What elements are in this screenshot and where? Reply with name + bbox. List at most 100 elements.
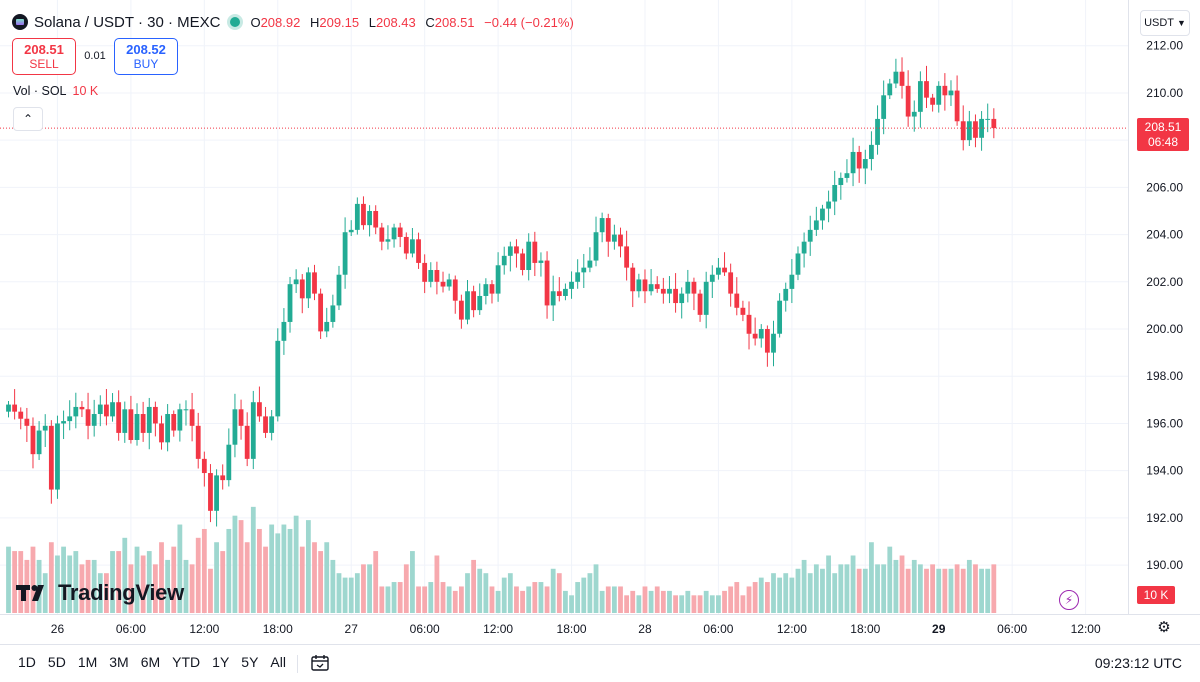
volume-bar [281,524,287,613]
volume-bar [660,590,666,613]
price-axis-label: 200.00 [1146,322,1183,336]
gear-icon[interactable]: ⚙ [1157,619,1171,636]
candle-body [238,409,244,426]
candle-body [354,203,360,230]
volume-bar [893,559,899,613]
sell-label: SELL [29,56,59,71]
candle-body [342,232,348,275]
candle-body [752,333,758,339]
candle-body [220,475,226,481]
candle-body [416,239,421,263]
range-ytd[interactable]: YTD [172,654,201,670]
range-3m[interactable]: 3M [109,654,129,670]
volume-bar [91,559,97,613]
buy-button[interactable]: 208.52 BUY [114,38,178,75]
volume-bar [924,568,929,613]
candle-body [244,425,250,459]
range-6m[interactable]: 6M [140,654,161,670]
volume-bar [758,577,764,613]
calendar-range-icon[interactable] [310,653,330,673]
volume-bar [104,573,109,613]
volume-bar [569,595,574,613]
volume-bar [299,546,305,613]
candle-body [881,95,887,119]
candle-body [385,239,391,242]
volume-bar [917,564,923,613]
chevron-down-icon: ▼ [1177,18,1186,28]
volume-bar [807,573,813,613]
range-5y[interactable]: 5Y [241,654,259,670]
price-axis-label: 192.00 [1146,511,1183,525]
range-1d[interactable]: 1D [18,654,36,670]
candle-body [318,293,324,332]
volume-bar [324,542,330,613]
candle-body [36,430,42,455]
volume-bar [471,559,477,613]
time-axis-label: 18:00 [850,622,880,636]
volume-bar [550,568,556,613]
volume-bar [599,590,605,613]
candle-body [520,253,525,271]
tradingview-logo-icon [16,585,44,601]
symbol-title[interactable]: Solana / USDT · 30 · MEXC [34,13,221,31]
candle-body [501,255,507,266]
utc-clock: 09:23:12 UTC [1094,655,1182,671]
volume-bar [820,568,825,613]
candle-body [844,173,850,178]
range-1m[interactable]: 1M [77,654,98,670]
candle-body [312,272,317,294]
volume-bar [495,590,501,613]
lightning-icon[interactable]: ⚡ [1059,590,1079,610]
candle-body [403,236,409,254]
volume-bar [30,546,36,613]
tradingview-wordmark: TradingView [58,580,184,605]
candle-body [79,406,85,410]
volume-bar [250,506,256,613]
volume-bar [581,577,587,613]
candle-body [324,321,330,332]
candle-body [924,81,929,98]
volume-bar [452,590,458,613]
candle-body [783,288,789,301]
volume-bar [526,586,532,613]
currency-selector[interactable]: USDT ▼ [1140,10,1190,36]
volume-bar [177,524,183,613]
candle-body [838,177,844,186]
candle-body [55,423,60,490]
candle-body [862,159,868,169]
candle-body [440,281,446,287]
price-chart[interactable]: 190.00 192.00 194.00 196.00 198.00 200.00 202.… [0,0,1200,644]
volume-bar [844,564,850,613]
volume-bar [73,551,79,613]
volume-bar [195,537,201,613]
candle-body [691,281,697,294]
candle-body [526,241,532,271]
candle-body [12,404,18,412]
candle-body [122,409,128,433]
volume-bar [697,595,703,613]
candle-body [165,414,171,443]
volume-bar [293,515,299,613]
volume-bar [709,595,715,613]
candle-body [954,90,960,122]
volume-bar [783,573,789,613]
sell-button[interactable]: 208.51 SELL [12,38,76,75]
candle-body [648,284,654,292]
candle-body [973,121,978,138]
volume-bar [465,573,470,613]
range-1y[interactable]: 1Y [212,654,230,670]
volume-bar [336,573,342,613]
volume-bar [722,590,727,613]
volume-bar [538,582,544,613]
volume-bar [942,568,948,613]
range-all[interactable]: All [270,654,286,670]
candle-body [813,220,819,230]
tradingview-logo[interactable]: TradingView [16,578,184,608]
candle-body [348,229,354,233]
range-selector: 1D 5D 1M 3M 6M YTD 1Y 5Y All [12,654,292,670]
range-5d[interactable]: 5D [47,654,66,670]
collapse-legend-button[interactable]: ⌃ [13,107,43,131]
volume-bar [593,564,599,613]
volume-bar [648,590,654,613]
spread-value: 0.01 [84,50,106,62]
